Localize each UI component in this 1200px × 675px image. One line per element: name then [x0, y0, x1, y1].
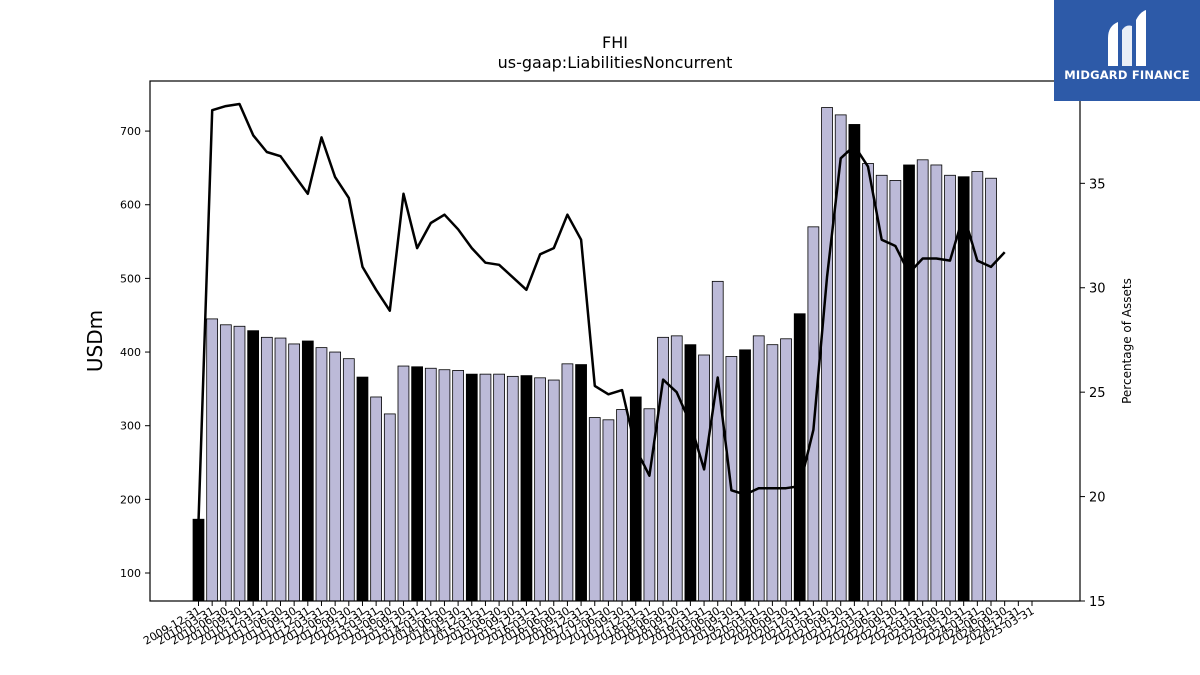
bar-2011-12-31	[301, 340, 314, 602]
y2-tick-label: 15	[1089, 595, 1106, 610]
bar-2010-03-31	[206, 318, 219, 602]
y-tick-label: 500	[120, 272, 141, 285]
bar-2024-03-31	[971, 171, 984, 602]
bar-2013-09-30	[397, 365, 410, 602]
bar-2013-06-30	[383, 413, 396, 602]
bar-2014-06-30	[438, 369, 451, 602]
bar-series	[192, 107, 997, 602]
bar-2017-09-30	[616, 409, 628, 602]
bar-2022-03-31	[862, 163, 874, 602]
bar-2013-03-31	[370, 396, 382, 602]
bar-2023-03-31	[916, 159, 929, 602]
bar-2020-03-31	[752, 335, 765, 602]
bar-2018-06-30	[657, 336, 669, 602]
bar-2014-03-31	[424, 367, 437, 602]
plot-frame	[149, 80, 1081, 602]
bar-2014-12-31	[465, 373, 478, 602]
y2-tick-label: 25	[1089, 386, 1106, 401]
bar-2020-12-31	[793, 313, 806, 602]
bar-2010-12-31	[247, 330, 260, 602]
bar-2021-03-31	[807, 226, 820, 602]
y2-axis-label: Percentage of Assets	[1120, 278, 1134, 404]
chart-subtitle: us-gaap:LiabilitiesNoncurrent	[498, 53, 733, 72]
y-tick-label: 100	[120, 567, 141, 580]
bar-2015-12-31	[520, 375, 533, 602]
bar-2019-03-31	[698, 354, 710, 602]
brand-name: MIDGARD FINANCE	[1064, 68, 1190, 82]
bar-2010-09-30	[233, 325, 246, 602]
bar-2012-03-31	[315, 347, 328, 602]
bar-2011-09-30	[288, 343, 301, 602]
bar-2013-12-31	[411, 366, 423, 602]
bar-2023-06-30	[930, 164, 943, 602]
bar-2021-12-31	[848, 124, 861, 602]
bar-2018-09-30	[670, 335, 683, 602]
bar-2017-03-31	[588, 417, 601, 602]
bar-2020-06-30	[766, 344, 779, 602]
right-axis: 15 20 25 30 35	[1080, 177, 1106, 610]
bar-2016-06-30	[547, 379, 560, 602]
bar-2018-12-31	[684, 344, 697, 602]
mf-monogram-icon	[1108, 10, 1146, 66]
y-tick-label: 400	[120, 346, 141, 359]
bar-2010-06-30	[219, 324, 232, 602]
brand-logo: MIDGARD FINANCE	[1054, 0, 1200, 101]
bar-2023-09-30	[944, 174, 956, 602]
bar-2018-03-31	[643, 408, 656, 602]
y-tick-label: 600	[120, 199, 141, 212]
bar-2021-06-30	[821, 107, 833, 602]
bar-2015-06-30	[493, 373, 505, 602]
bar-2022-12-31	[903, 164, 915, 602]
y-tick-label: 300	[120, 420, 141, 433]
bar-2012-12-31	[356, 376, 369, 602]
bar-2016-09-30	[561, 363, 574, 602]
y2-tick-label: 30	[1089, 282, 1106, 297]
left-axis: 100 200 300 400 500 600 700	[120, 125, 150, 580]
y2-tick-label: 35	[1089, 177, 1106, 192]
bar-2019-06-30	[711, 280, 724, 602]
bar-2011-06-30	[274, 337, 287, 602]
y-tick-label: 200	[120, 493, 141, 506]
bar-2011-03-31	[260, 336, 273, 602]
bar-2015-03-31	[479, 373, 492, 602]
bar-2020-09-30	[780, 338, 792, 602]
bar-2019-12-31	[739, 349, 751, 602]
chart-title: FHI	[602, 33, 628, 52]
bar-2012-09-30	[342, 358, 355, 602]
y-axis-label: USDm	[83, 310, 107, 372]
bar-2015-09-30	[506, 375, 519, 602]
x-axis: 2009-12-312010-03-312010-06-302010-09-30…	[141, 601, 1037, 648]
bar-2012-06-30	[329, 351, 342, 602]
bar-2016-03-31	[534, 377, 546, 602]
y2-tick-label: 20	[1089, 491, 1106, 506]
bar-2017-06-30	[602, 419, 615, 602]
bar-2009-12-31	[192, 518, 205, 602]
bar-2023-12-31	[957, 176, 970, 602]
bar-2014-09-30	[452, 370, 464, 602]
bar-2016-12-31	[575, 364, 587, 602]
bar-2024-06-30	[985, 177, 997, 602]
bar-2019-09-30	[725, 356, 738, 602]
ratio-line	[197, 102, 1006, 522]
y-tick-label: 700	[120, 125, 141, 138]
